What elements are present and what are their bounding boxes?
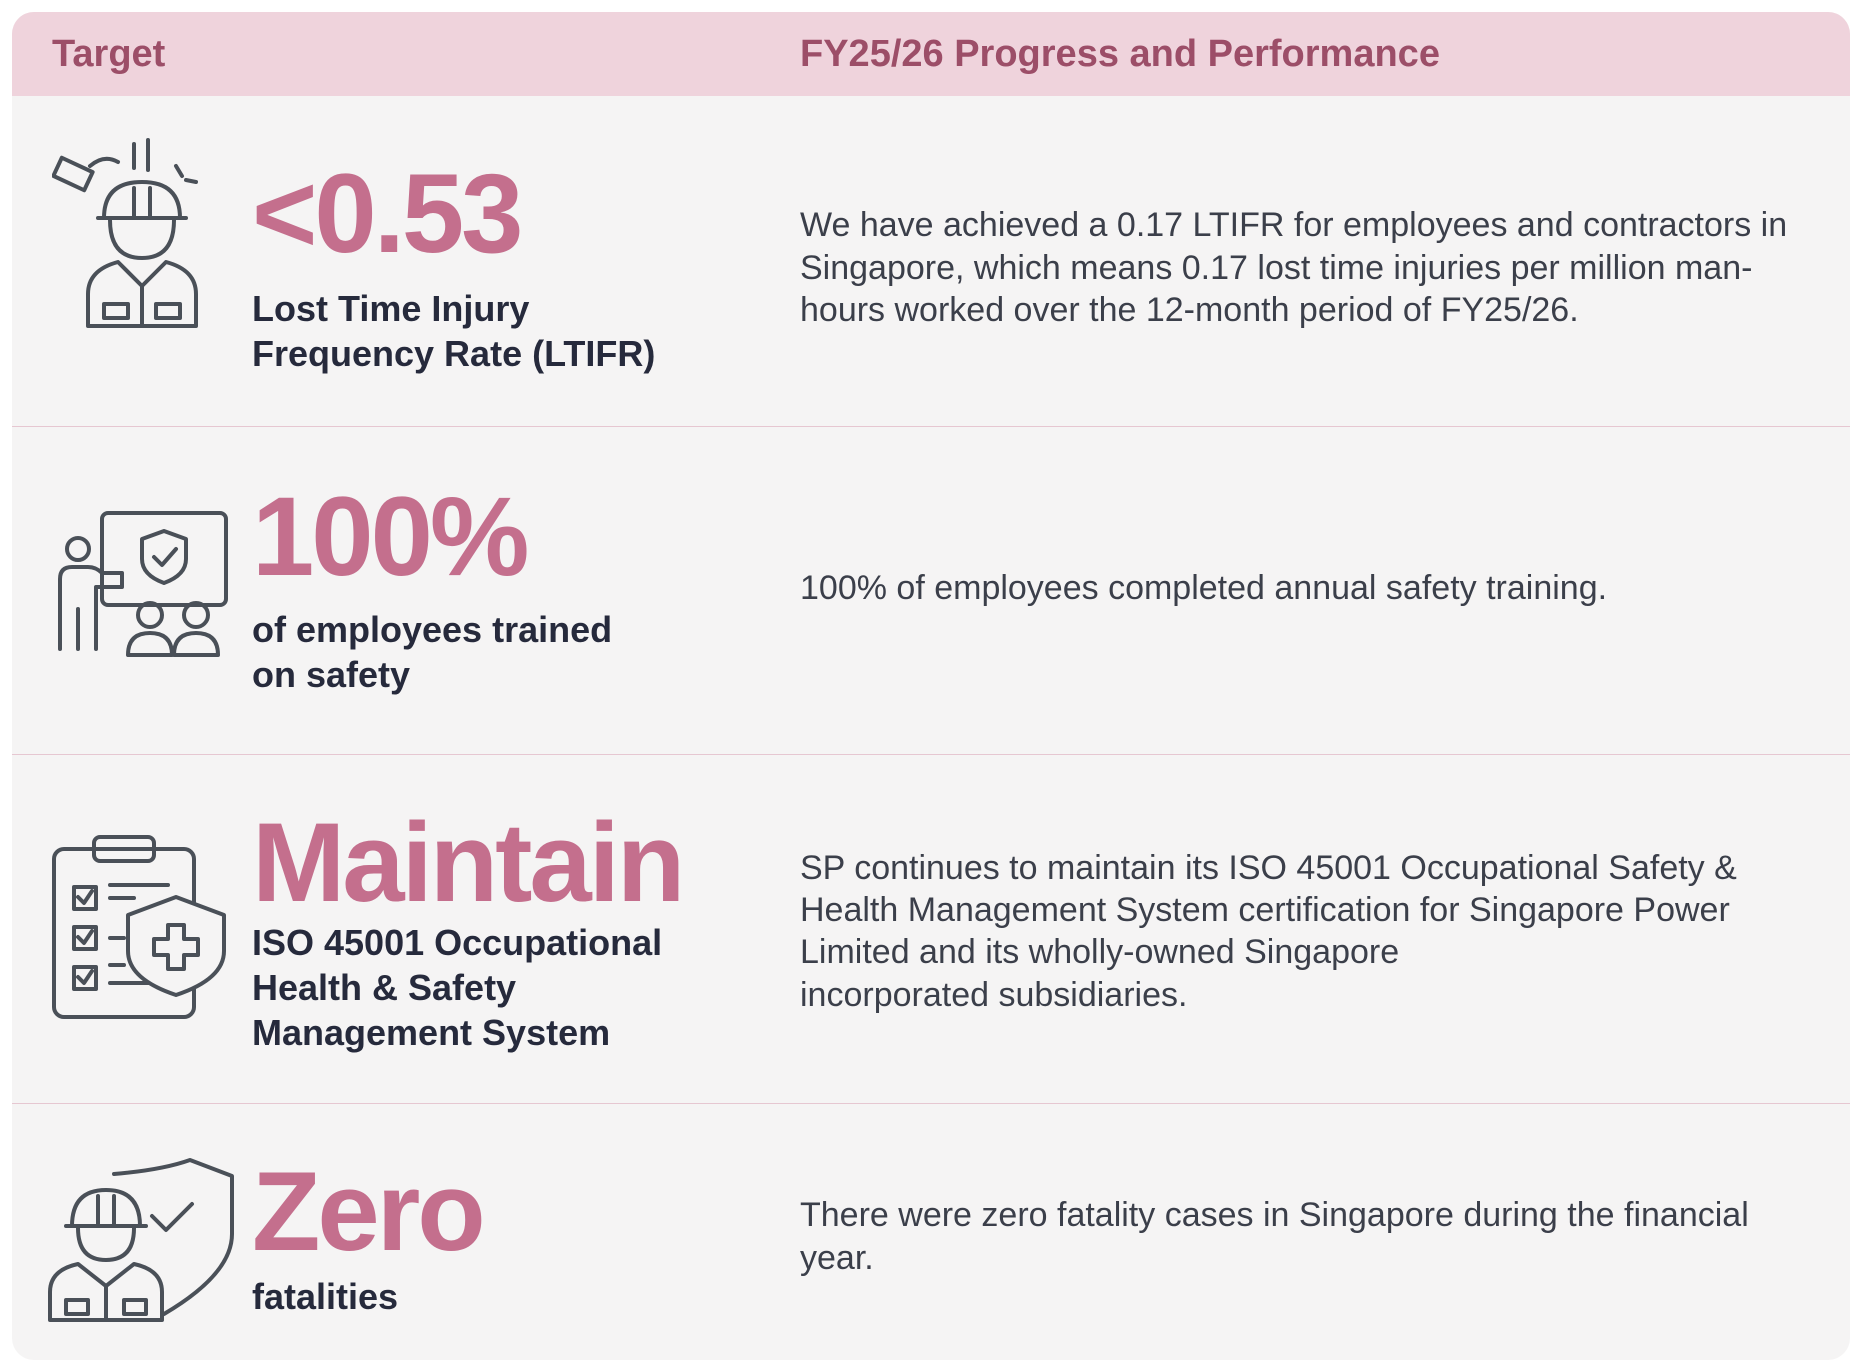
worker-shield-icon [42, 1156, 242, 1326]
header-progress: FY25/26 Progress and Performance [800, 33, 1440, 75]
table-row: Zero fatalities There were zero fatality… [12, 1104, 1850, 1360]
row-divider [12, 426, 1850, 427]
progress-description-line-4: incorporated subsidiaries. [800, 976, 1188, 1014]
row-divider [12, 1103, 1850, 1104]
progress-description: We have achieved a 0.17 LTIFR for employ… [800, 206, 1788, 329]
safety-targets-table: Target FY25/26 Progress and Performance [12, 12, 1850, 1360]
target-label-line-2: Health & Safety [252, 967, 517, 1008]
safety-training-icon [52, 509, 232, 669]
progress-description-line-2: Health Management System certification f… [800, 891, 1730, 929]
progress-description-line-1: SP continues to maintain its ISO 45001 O… [800, 849, 1737, 887]
target-label-line-1: Lost Time Injury [252, 288, 530, 329]
target-label-line-2: on safety [252, 654, 411, 695]
progress-description: There were zero fatality cases in Singap… [800, 1196, 1749, 1277]
target-label-line-1: of employees trained [252, 609, 613, 650]
progress-description: 100% of employees completed annual safet… [800, 569, 1608, 607]
worker-injury-icon [52, 136, 222, 336]
target-value: <0.53 [252, 151, 523, 276]
target-label-line-3: Management System [252, 1012, 611, 1053]
target-value: Maintain [252, 800, 685, 925]
target-label-line-1: fatalities [252, 1276, 399, 1317]
row-divider [12, 754, 1850, 755]
table-row: <0.53 Lost Time Injury Frequency Rate (L… [12, 96, 1850, 426]
target-label-line-2: Frequency Rate (LTIFR) [252, 333, 656, 374]
header-target: Target [52, 33, 166, 75]
target-label-line-1: ISO 45001 Occupational [252, 922, 663, 963]
clipboard-shield-icon [50, 833, 230, 1023]
target-value: Zero [252, 1149, 486, 1274]
table-header: Target FY25/26 Progress and Performance [12, 12, 1850, 96]
table-row: Maintain ISO 45001 Occupational Health &… [12, 755, 1850, 1103]
progress-description-line-3: Limited and its wholly-owned Singapore [800, 933, 1400, 971]
table-row: 100% of employees trained on safety 100%… [12, 427, 1850, 754]
target-value: 100% [252, 474, 529, 599]
